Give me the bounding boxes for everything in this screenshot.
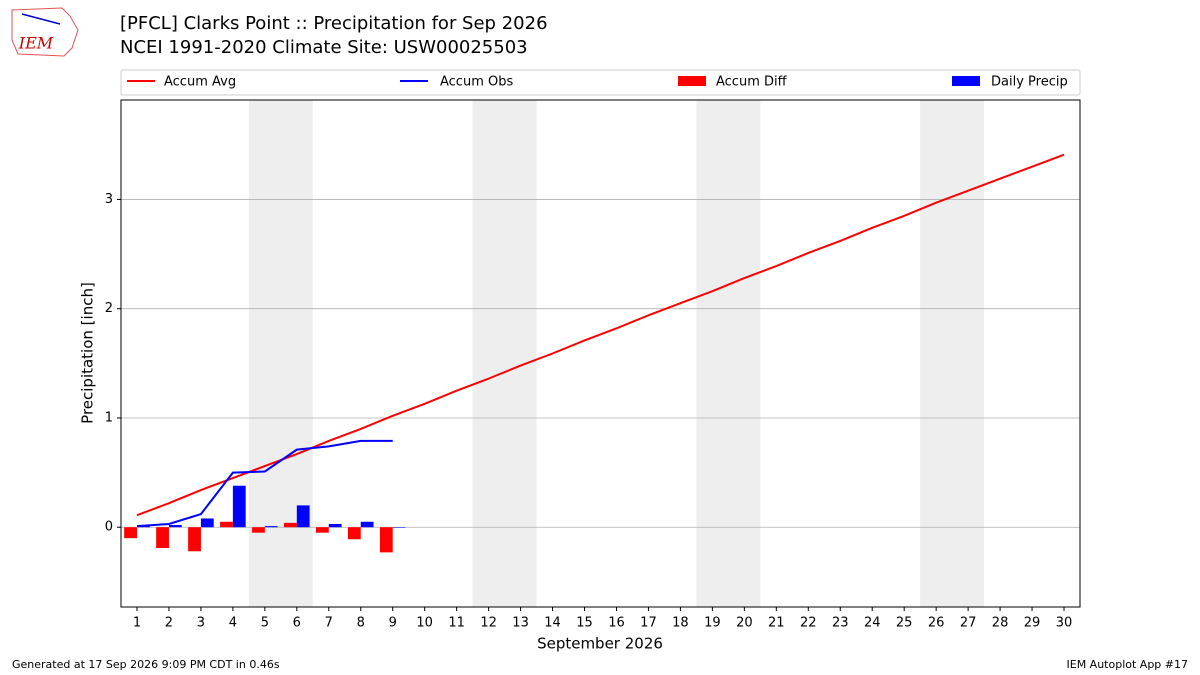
x-tick-label: 1: [133, 616, 141, 631]
line: [136, 439, 393, 528]
x-tick-label: 10: [416, 616, 433, 631]
x-tick-label: 22: [800, 616, 817, 631]
x-tick-label: 13: [512, 616, 529, 631]
bar: [379, 527, 393, 553]
bar: [136, 526, 150, 528]
x-tick-label: 15: [576, 616, 593, 631]
legend-label: Accum Diff: [716, 75, 788, 90]
legend-box: [120, 69, 1081, 96]
logo-line: [21, 13, 61, 25]
bar: [188, 527, 201, 552]
legend-label: Accum Avg: [164, 75, 236, 90]
x-tick-label: 4: [229, 616, 237, 631]
x-tick-label: 3: [197, 616, 205, 631]
bar: [168, 525, 182, 528]
x-tick-label: 28: [992, 616, 1009, 631]
x-tick-label: 2: [165, 616, 173, 631]
plot-frame: [120, 99, 1081, 608]
x-tick-label: 30: [1056, 616, 1073, 631]
legend-swatch: [678, 76, 706, 86]
bar: [347, 527, 361, 540]
bar: [296, 505, 310, 528]
x-tick-label: 27: [960, 616, 977, 631]
bar: [232, 485, 246, 528]
bar: [315, 527, 329, 533]
bar: [392, 527, 406, 528]
logo-outline: [11, 7, 79, 57]
x-tick-label: 8: [357, 616, 365, 631]
y-tick-label: 3: [105, 192, 113, 207]
weekend-shade: [920, 100, 985, 607]
x-tick-label: 17: [640, 616, 657, 631]
x-tick-label: 16: [608, 616, 625, 631]
bar: [220, 521, 233, 528]
x-tick-label: 29: [1024, 616, 1041, 631]
x-tick-label: 26: [928, 616, 945, 631]
x-tick-label: 11: [448, 616, 465, 631]
x-tick-label: 5: [261, 616, 269, 631]
line: [136, 153, 1065, 517]
logo-text: IEM: [18, 34, 54, 53]
y-tick-label: 2: [105, 301, 113, 316]
x-tick-label: 19: [704, 616, 721, 631]
y-axis-label: Precipitation [inch]: [79, 282, 97, 424]
x-tick-label: 20: [736, 616, 753, 631]
x-tick-label: 6: [293, 616, 301, 631]
chart-subtitle: NCEI 1991-2020 Climate Site: USW00025503: [120, 37, 528, 58]
x-tick-label: 23: [832, 616, 849, 631]
x-tick-label: 12: [480, 616, 497, 631]
x-tick-label: 21: [768, 616, 785, 631]
y-tick-label: 0: [105, 520, 113, 535]
chart-title: [PFCL] Clarks Point :: Precipitation for…: [120, 13, 548, 34]
x-tick-label: 18: [672, 616, 689, 631]
bar: [156, 527, 169, 548]
x-axis-label: September 2026: [537, 635, 663, 653]
logo: IEM: [11, 7, 79, 57]
weekend-shade: [696, 100, 761, 607]
bar: [124, 527, 137, 539]
x-tick-label: 7: [325, 616, 333, 631]
x-tick-label: 24: [864, 616, 881, 631]
x-tick-label: 9: [389, 616, 397, 631]
legend-label: Daily Precip: [991, 75, 1068, 90]
bar: [360, 521, 374, 528]
bar: [284, 522, 297, 528]
bar: [328, 523, 342, 528]
footer-left: Generated at 17 Sep 2026 9:09 PM CDT in …: [12, 658, 280, 671]
y-tick-label: 1: [105, 410, 113, 425]
bar: [200, 518, 214, 528]
bar: [264, 526, 278, 528]
legend-label: Accum Obs: [440, 75, 513, 90]
x-tick-label: 25: [896, 616, 913, 631]
weekend-shade: [472, 100, 537, 607]
footer-right: IEM Autoplot App #17: [1067, 658, 1189, 671]
legend-swatch: [952, 76, 980, 86]
bar: [252, 527, 265, 533]
x-tick-label: 14: [544, 616, 561, 631]
